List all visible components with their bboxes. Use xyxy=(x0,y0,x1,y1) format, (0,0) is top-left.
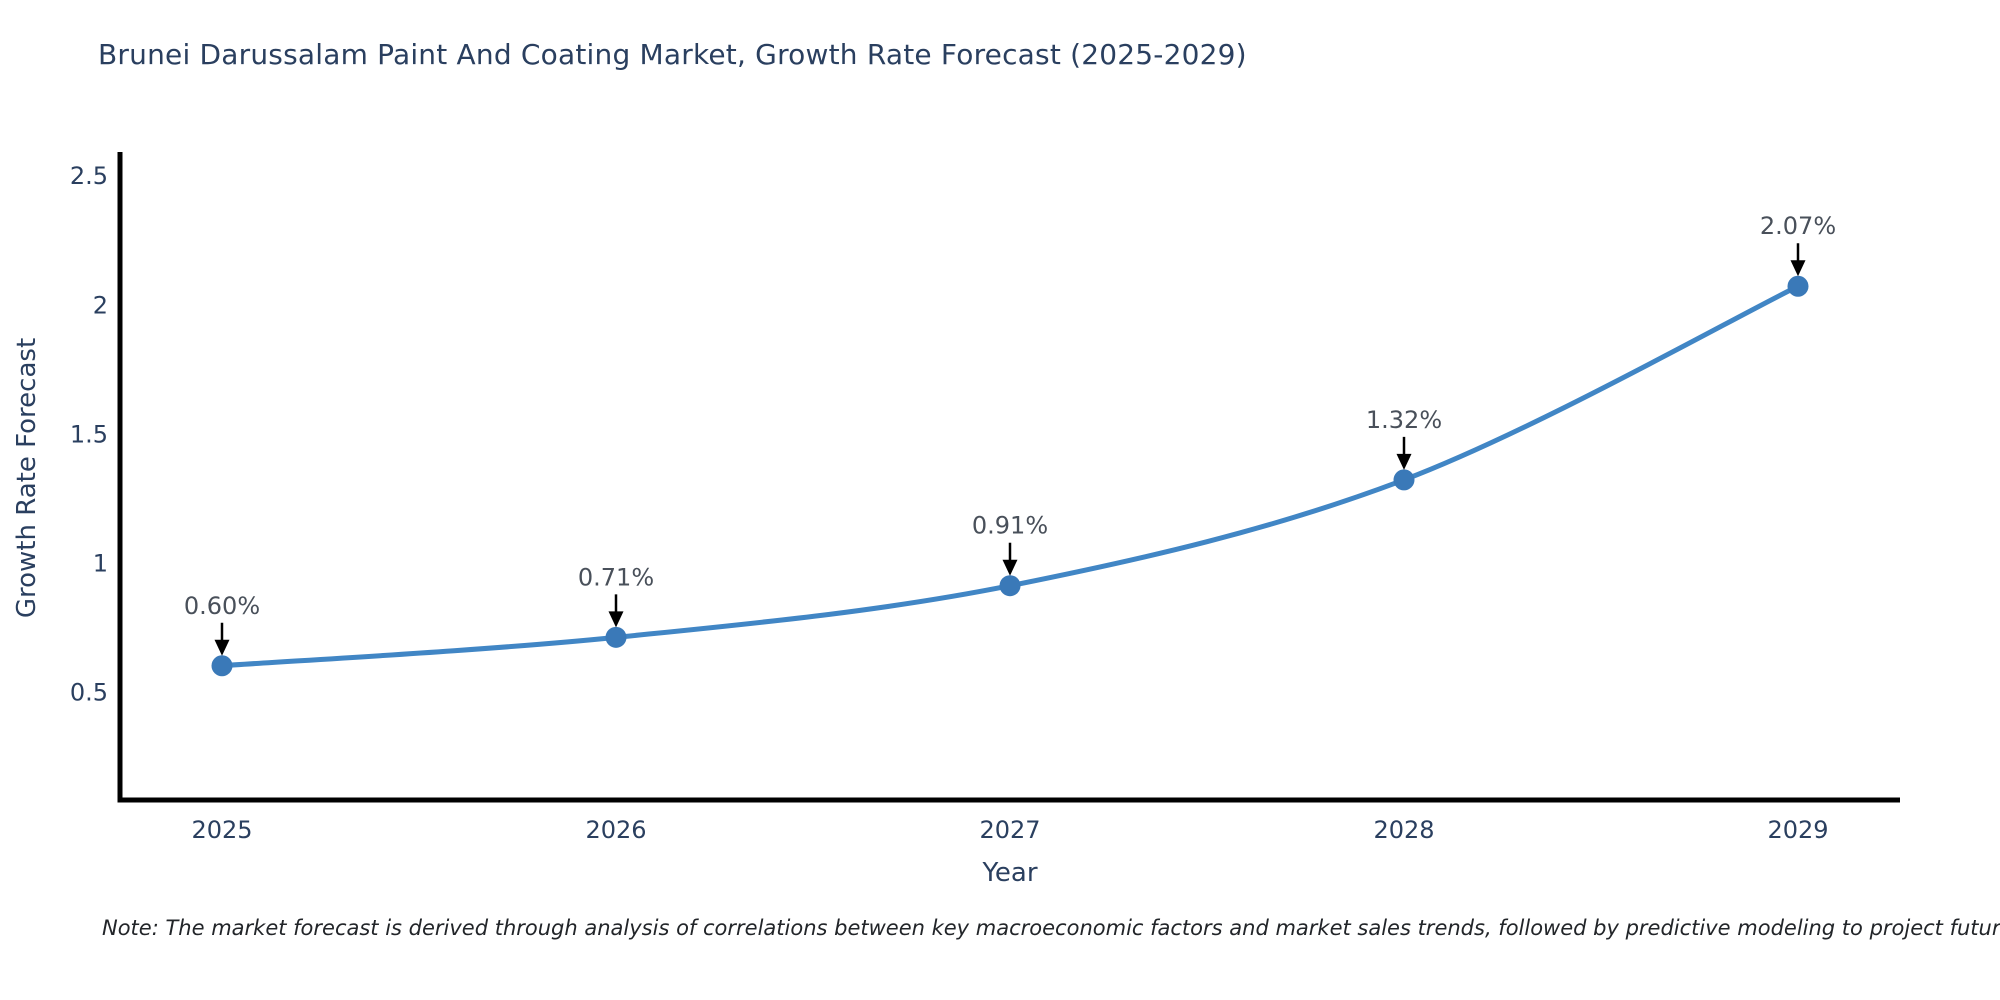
data-point-marker xyxy=(1393,469,1415,491)
annotation-arrow-head xyxy=(608,611,624,628)
data-point-marker xyxy=(999,575,1021,597)
annotation-arrow-head xyxy=(1396,453,1412,470)
forecast-line xyxy=(221,284,1800,669)
data-point-label: 0.60% xyxy=(184,592,260,620)
x-tick-label: 2027 xyxy=(979,816,1040,844)
x-axis-title: Year xyxy=(982,858,1038,888)
annotation-arrow-head xyxy=(1002,559,1018,576)
x-tick-label: 2029 xyxy=(1767,816,1828,844)
data-point-marker xyxy=(605,626,627,648)
data-point-label: 1.32% xyxy=(1366,406,1442,434)
y-tick-label: 2.5 xyxy=(70,162,108,190)
data-point-label: 0.91% xyxy=(972,512,1048,540)
x-tick-label: 2026 xyxy=(585,816,646,844)
y-tick-label: 1 xyxy=(93,549,108,577)
footnote: Note: The market forecast is derived thr… xyxy=(102,916,2000,940)
y-tick-label: 2 xyxy=(93,291,108,319)
y-tick-label: 1.5 xyxy=(70,420,108,448)
x-tick-label: 2028 xyxy=(1373,816,1434,844)
data-point-marker xyxy=(1787,275,1809,297)
annotation-arrow-head xyxy=(1790,260,1806,277)
annotation-arrow-head xyxy=(214,639,230,656)
x-tick-label: 2025 xyxy=(191,816,252,844)
data-point-marker xyxy=(211,655,233,677)
data-point-label: 2.07% xyxy=(1760,212,1836,240)
data-point-label: 0.71% xyxy=(578,563,654,591)
chart-title: Brunei Darussalam Paint And Coating Mark… xyxy=(98,38,1247,71)
y-tick-label: 0.5 xyxy=(70,679,108,707)
